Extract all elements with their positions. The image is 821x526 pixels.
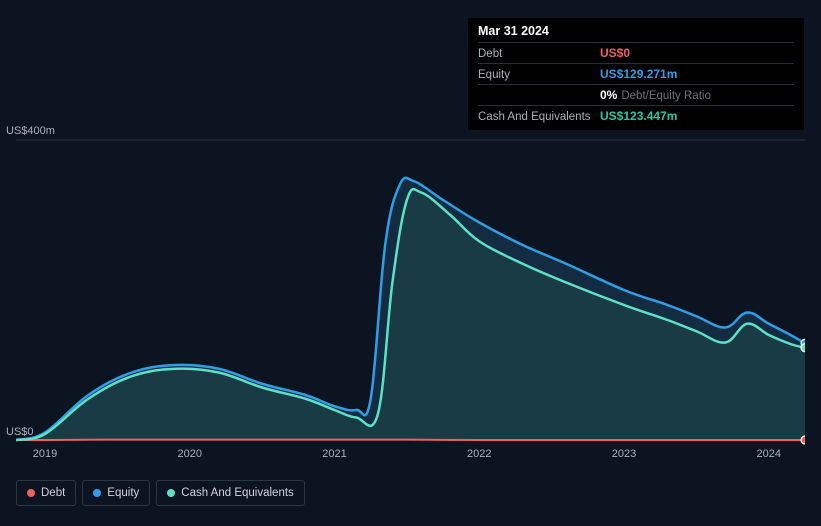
legend: Debt Equity Cash And Equivalents: [16, 480, 305, 506]
x-axis-label: 2019: [33, 448, 57, 460]
legend-swatch: [27, 489, 35, 497]
legend-label: Debt: [41, 487, 65, 499]
tooltip-row-label: Debt: [478, 48, 600, 60]
legend-item-cash-and-equivalents[interactable]: Cash And Equivalents: [156, 480, 305, 506]
x-axis-label: 2024: [757, 448, 781, 460]
legend-label: Equity: [107, 487, 139, 499]
end-marker-cash-and-equivalents: [801, 344, 805, 352]
x-axis-label: 2023: [612, 448, 636, 460]
legend-item-equity[interactable]: Equity: [82, 480, 150, 506]
tooltip-date: Mar 31 2024: [478, 24, 794, 38]
x-axis-label: 2021: [322, 448, 346, 460]
tooltip-row: 0% Debt/Equity Ratio: [478, 84, 794, 105]
tooltip-row: Cash And EquivalentsUS$123.447m: [478, 105, 794, 126]
legend-swatch: [167, 489, 175, 497]
x-axis-labels: 2019 2020 2021 2022 2023 2024: [16, 448, 805, 468]
tooltip-row-value: US$129.271m: [600, 67, 677, 81]
tooltip-row: EquityUS$129.271m: [478, 63, 794, 84]
chart-area[interactable]: [16, 125, 805, 485]
x-axis-label: 2022: [467, 448, 491, 460]
tooltip-row-label: Equity: [478, 69, 600, 81]
chart-svg: [16, 125, 805, 445]
legend-item-debt[interactable]: Debt: [16, 480, 76, 506]
tooltip-row-label: Cash And Equivalents: [478, 111, 600, 123]
tooltip-row-value: 0%: [600, 88, 617, 102]
legend-swatch: [93, 489, 101, 497]
tooltip-row-value: US$123.447m: [600, 109, 677, 123]
tooltip-box: Mar 31 2024 DebtUS$0EquityUS$129.271m0%D…: [468, 18, 804, 130]
tooltip-row-sub: Debt/Equity Ratio: [621, 90, 711, 102]
tooltip-row-value: US$0: [600, 46, 630, 60]
legend-label: Cash And Equivalents: [181, 487, 294, 499]
tooltip-row: DebtUS$0: [478, 42, 794, 63]
x-axis-label: 2020: [177, 448, 201, 460]
end-marker-debt: [801, 436, 805, 444]
